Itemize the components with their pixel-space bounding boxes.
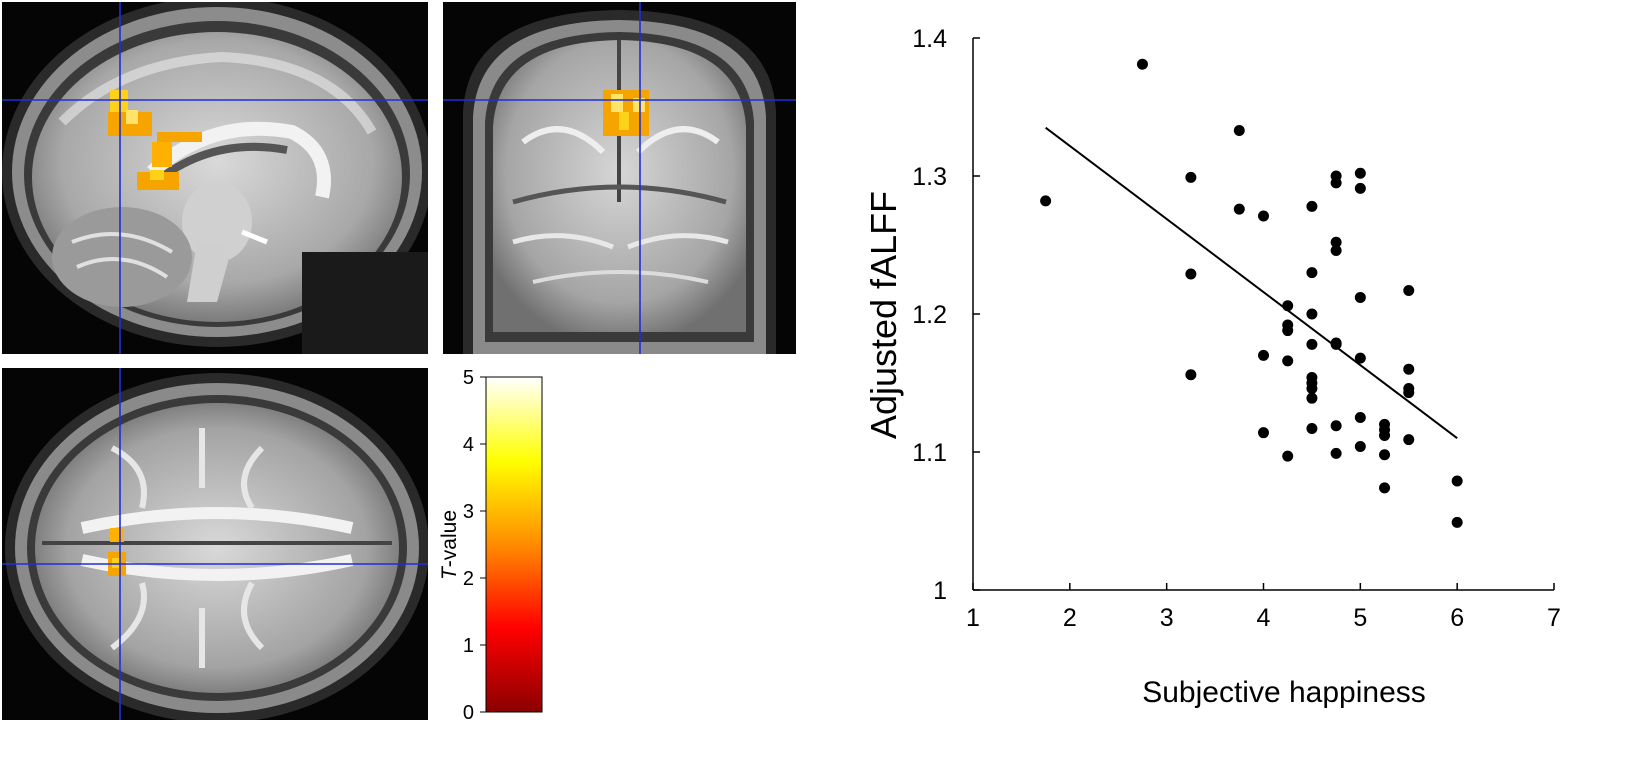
data-point [1354,352,1366,364]
data-point [1233,203,1245,215]
data-point [1330,420,1342,432]
y-tick-label: 1.3 [912,163,947,191]
data-point [1330,245,1342,257]
data-point [1136,58,1148,70]
colorbar-svg: 0 1 2 3 4 5 T-value [438,367,543,724]
scatter-chart-svg: 1 1.1 1.2 1.3 1.4 1 2 3 4 5 6 7 Subjective happines… [863,25,1561,709]
x-tick-label: 3 [1160,604,1174,632]
data-point [1258,427,1269,439]
data-point [1451,475,1463,487]
y-tick-label: 1.4 [912,25,947,53]
data-point [1354,412,1366,423]
data-point [1233,124,1245,136]
data-point [1403,285,1415,297]
colorbar-tick-label: 5 [463,367,474,389]
data-point [1306,392,1318,404]
colorbar-tick-label: 0 [463,702,474,724]
data-point [1185,268,1197,280]
x-tick-label: 1 [966,604,980,632]
x-tick-label: 6 [1450,604,1464,632]
sagittal-slice-panel [2,2,428,354]
axial-slice-panel [2,368,428,720]
colorbar-tick-label: 3 [463,501,474,523]
data-point [1354,167,1366,179]
colorbar-tick-label: 2 [463,568,474,590]
x-tick-label: 7 [1547,604,1561,632]
colorbar: 0 1 2 3 4 5 T-value [430,365,570,725]
x-tick-label: 4 [1257,604,1271,632]
regression-line [1045,126,1458,439]
y-tick-label: 1.2 [912,301,947,329]
data-point [1403,434,1415,446]
data-point [1040,195,1052,207]
data-point [1330,236,1342,248]
data-point [1185,171,1197,183]
activation-cluster [108,528,126,576]
data-point [1379,429,1391,441]
data-point [1258,210,1269,222]
data-point [1354,291,1366,303]
data-point [1379,482,1391,494]
data-point [1306,267,1318,279]
data-point [1306,383,1318,395]
data-point [1403,363,1415,375]
coronal-slice-image [443,2,796,354]
x-tick-label: 5 [1353,604,1367,632]
data-point [1330,177,1342,189]
y-tick-label: 1.1 [912,439,947,467]
data-point [1282,325,1294,337]
colorbar-label: T-value [438,510,461,580]
data-point [1451,516,1463,528]
colorbar-gradient [485,376,543,713]
coronal-slice-panel [443,2,796,354]
activation-cluster [603,90,649,136]
data-point [1258,349,1269,361]
data-point [1185,369,1197,381]
y-tick-label: 1 [933,577,947,605]
data-point [1306,308,1318,320]
x-tick-label: 2 [1063,604,1077,632]
colorbar-tick-label: 1 [463,635,474,657]
data-point [1306,423,1318,435]
sagittal-slice-image [2,2,428,354]
data-point [1354,440,1366,452]
colorbar-tick-label: 4 [463,434,474,456]
data-point [1403,387,1415,399]
data-point [1306,200,1318,212]
data-point [1379,449,1391,461]
data-point [1282,450,1294,462]
x-axis-label: Subjective happiness [1142,676,1426,709]
data-point [1330,447,1342,459]
y-axis-label: Adjusted fALFF [863,191,904,439]
scatter-chart: 1 1.1 1.2 1.3 1.4 1 2 3 4 5 6 7 Subjective happines… [850,0,1644,760]
activation-cluster [108,90,202,190]
data-point [1282,300,1294,312]
data-point [1330,338,1342,350]
axial-slice-image [2,368,428,720]
data-point [1354,182,1366,194]
data-point [1306,338,1318,350]
data-point [1282,355,1294,367]
